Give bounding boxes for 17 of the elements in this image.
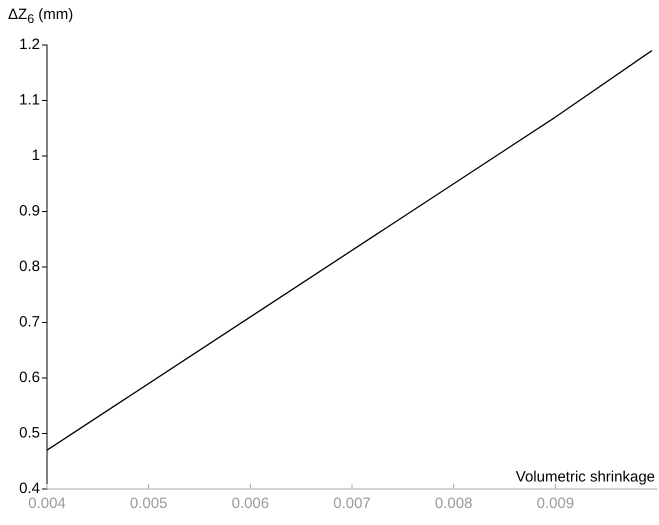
y-tick-label: 0.8 xyxy=(19,258,40,276)
x-tick-label: 0.006 xyxy=(232,495,270,512)
y-tick-label: 0.7 xyxy=(19,314,40,331)
y-tick-label: 1.1 xyxy=(19,92,40,109)
y-tick-label: 0.9 xyxy=(19,202,40,220)
x-axis-title: Volumetric shrinkage xyxy=(516,468,655,486)
y-tick-label: 1.2 xyxy=(19,36,40,54)
y-tick-label: 0.4 xyxy=(19,480,40,498)
x-tick-label: 0.005 xyxy=(130,495,168,512)
y-tick-label: 1 xyxy=(32,147,40,164)
x-tick-label: 0.009 xyxy=(536,495,574,512)
x-tick-label: 0.007 xyxy=(333,495,371,512)
x-tick-label: 0.004 xyxy=(28,495,66,512)
x-tick-label: 0.008 xyxy=(434,495,472,512)
y-tick-label: 0.6 xyxy=(19,369,40,386)
y-tick-label: 0.5 xyxy=(19,424,40,442)
y-axis-title: ΔZ$_{6}$ (mm) xyxy=(8,6,74,28)
